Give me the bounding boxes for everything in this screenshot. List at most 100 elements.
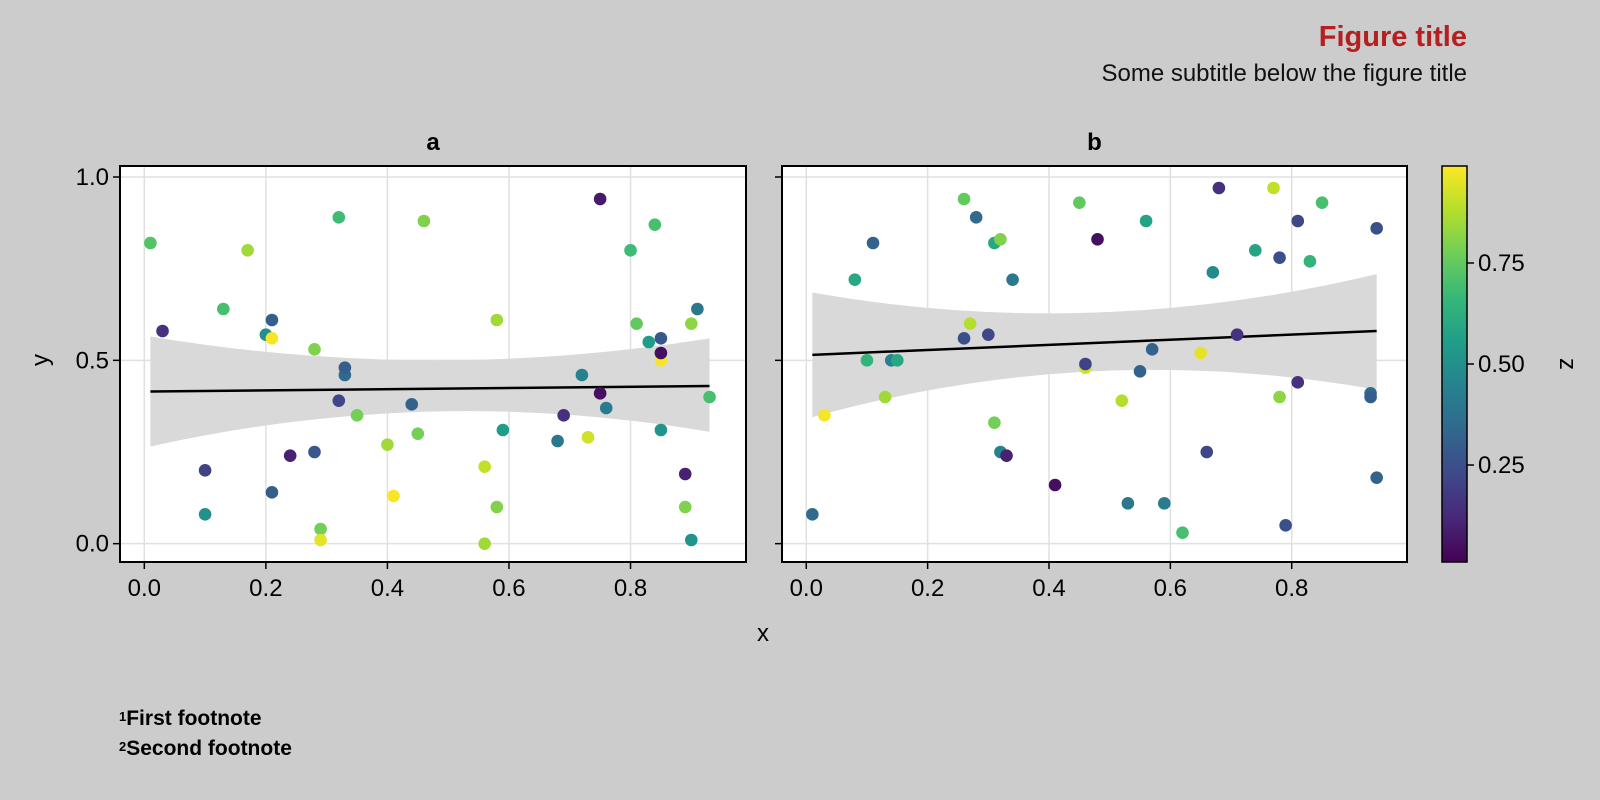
colorbar-gradient xyxy=(1441,165,1468,563)
data-point xyxy=(1006,273,1019,286)
confidence-band xyxy=(150,336,710,447)
data-point xyxy=(332,394,346,407)
x-tick-label: 0.8 xyxy=(1275,575,1308,602)
data-point xyxy=(156,324,169,338)
data-point xyxy=(217,302,230,316)
data-point xyxy=(818,409,831,422)
data-point xyxy=(624,244,637,257)
data-point xyxy=(283,449,297,462)
x-axis-label: x xyxy=(757,620,769,647)
data-point xyxy=(1200,445,1214,459)
footnote-2: 2Second footnote xyxy=(119,734,292,764)
data-point xyxy=(308,343,321,356)
data-point xyxy=(308,445,321,459)
footnotes: 1First footnote 2Second footnote xyxy=(119,704,292,764)
data-point xyxy=(381,438,394,451)
data-point xyxy=(1194,346,1207,360)
x-tick-label: 0.6 xyxy=(1154,575,1187,602)
panel-b: 0.0 0.2 0.4 0.6 0.8 b xyxy=(775,129,1408,602)
data-point xyxy=(350,409,364,422)
data-point xyxy=(685,533,698,547)
data-point xyxy=(1133,365,1147,378)
data-point xyxy=(265,486,279,499)
plot-frame xyxy=(119,165,747,563)
data-point xyxy=(1079,357,1092,371)
data-point xyxy=(1157,497,1171,510)
data-point xyxy=(685,317,698,330)
x-tick-label: 0.8 xyxy=(614,575,647,602)
data-point xyxy=(1315,196,1329,209)
figure-subtitle: Some subtitle below the figure title xyxy=(1101,60,1467,87)
data-point xyxy=(405,398,419,411)
data-point xyxy=(866,236,880,250)
data-point xyxy=(593,192,607,206)
data-point xyxy=(144,236,157,250)
data-point xyxy=(654,423,668,437)
data-point xyxy=(241,244,254,257)
data-point xyxy=(593,387,607,400)
data-point xyxy=(1048,478,1062,492)
data-point xyxy=(1364,390,1377,404)
regression-line xyxy=(150,384,710,393)
data-point xyxy=(969,211,983,224)
plot-frame xyxy=(781,165,1408,563)
colorbar-tick-label: 0.50 xyxy=(1478,351,1525,378)
y-tick-label: 0.0 xyxy=(76,531,109,558)
footnote-mark: 1 xyxy=(119,709,127,724)
x-tick-label: 0.0 xyxy=(790,575,823,602)
x-tick-label: 0.4 xyxy=(371,575,404,602)
data-point xyxy=(417,214,431,228)
data-point xyxy=(1206,266,1220,279)
data-point xyxy=(496,423,510,437)
data-point xyxy=(575,368,589,382)
data-point xyxy=(654,346,668,360)
data-point xyxy=(1145,343,1159,356)
regression-line xyxy=(812,329,1377,357)
data-point xyxy=(1091,233,1104,246)
data-point xyxy=(1273,251,1286,264)
data-point xyxy=(648,218,662,231)
data-point xyxy=(478,537,491,550)
data-point xyxy=(1176,526,1189,539)
data-point xyxy=(1370,471,1383,484)
panel-a: 0.0 0.2 0.4 0.6 0.8 0.0 0.5 1.0 a xyxy=(76,129,747,602)
data-point xyxy=(557,409,570,422)
x-tick-label: 0.4 xyxy=(1032,575,1065,602)
data-point xyxy=(1139,214,1153,228)
data-point xyxy=(314,522,327,536)
data-point xyxy=(265,313,279,327)
data-point xyxy=(1279,519,1292,532)
panel-title: b xyxy=(1087,129,1102,156)
footnote-mark: 2 xyxy=(119,739,127,754)
y-tick-label: 1.0 xyxy=(76,164,109,191)
confidence-band xyxy=(812,274,1377,418)
footnote-text: First footnote xyxy=(126,707,262,730)
data-point xyxy=(478,460,491,473)
data-point xyxy=(1267,181,1280,195)
data-point xyxy=(982,328,995,341)
data-point xyxy=(581,431,595,444)
data-point xyxy=(890,354,904,367)
y-tick-label: 0.5 xyxy=(76,347,109,374)
x-tick-label: 0.2 xyxy=(249,575,282,602)
data-point xyxy=(314,533,327,547)
data-point xyxy=(387,489,400,503)
data-point xyxy=(265,332,279,345)
panel-title: a xyxy=(426,129,440,156)
data-point xyxy=(1212,181,1226,195)
footnote-text: Second footnote xyxy=(126,737,292,760)
data-point xyxy=(994,233,1007,246)
colorbar-label: z xyxy=(1554,358,1581,370)
footnote-1: 1First footnote xyxy=(119,704,292,734)
colorbar-tick-label: 0.25 xyxy=(1478,452,1525,479)
data-point xyxy=(1073,196,1086,209)
data-point xyxy=(691,302,704,316)
data-point xyxy=(1370,222,1383,235)
x-tick-label: 0.2 xyxy=(911,575,944,602)
data-point xyxy=(1273,390,1286,404)
data-point xyxy=(1291,214,1305,228)
data-point xyxy=(848,273,862,286)
data-point xyxy=(988,416,1001,429)
colorbar-tick-label: 0.75 xyxy=(1478,250,1525,277)
